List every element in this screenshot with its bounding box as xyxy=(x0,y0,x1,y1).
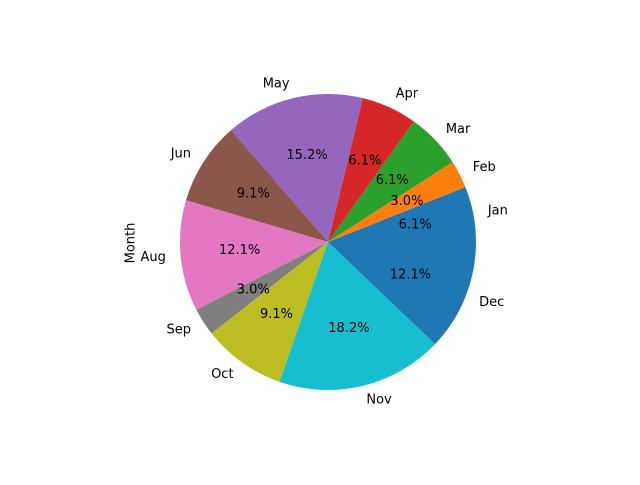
category-label-feb: Feb xyxy=(473,160,496,175)
percent-label-mar: 6.1% xyxy=(376,173,409,188)
percent-label-aug: 12.1% xyxy=(219,243,260,258)
pie-slice-dec xyxy=(328,242,476,345)
pie-slices xyxy=(180,94,476,390)
percent-label-jun: 9.1% xyxy=(237,186,270,201)
percent-labels: 6.1% 3.0% 6.1% 6.1% 15.2% 9.1% 12.1% 3.0% 9.1% 18… xyxy=(219,148,432,336)
pie-slice-jan xyxy=(328,186,476,242)
category-labels: Jan Feb Mar Apr May Jun Aug Sep Oct Nov Dec xyxy=(141,76,508,407)
category-label-jan: Jan xyxy=(487,204,508,219)
category-label-dec: Dec xyxy=(479,295,504,310)
category-label-jun: Jun xyxy=(170,146,191,161)
pie-slice-may xyxy=(231,94,363,242)
category-label-aug: Aug xyxy=(141,250,166,265)
pie-slice-jun xyxy=(185,130,328,242)
pie-slice-apr xyxy=(328,98,414,242)
percent-label-sep: 3.0% xyxy=(237,283,270,298)
category-label-may: May xyxy=(263,76,290,91)
pie-slice-nov xyxy=(279,242,436,390)
category-label-mar: Mar xyxy=(446,122,471,137)
y-axis-label: Month xyxy=(124,223,139,264)
category-label-sep: Sep xyxy=(167,323,192,338)
category-label-oct: Oct xyxy=(211,367,233,382)
category-label-apr: Apr xyxy=(396,86,419,101)
category-label-nov: Nov xyxy=(366,393,392,408)
percent-label-feb: 3.0% xyxy=(390,194,423,209)
percent-label-apr: 6.1% xyxy=(348,154,381,169)
pie-slice-mar xyxy=(328,121,453,242)
pie-slice-aug xyxy=(180,200,328,310)
percent-label-dec: 12.1% xyxy=(390,268,431,283)
pie-slice-oct xyxy=(211,242,328,382)
percent-label-may: 15.2% xyxy=(286,148,327,163)
pie-slice-sep xyxy=(196,242,328,334)
percent-label-oct: 9.1% xyxy=(260,307,293,322)
percent-label-jan: 6.1% xyxy=(399,218,432,233)
pie-slice-feb xyxy=(328,161,466,242)
percent-label-nov: 18.2% xyxy=(328,321,369,336)
